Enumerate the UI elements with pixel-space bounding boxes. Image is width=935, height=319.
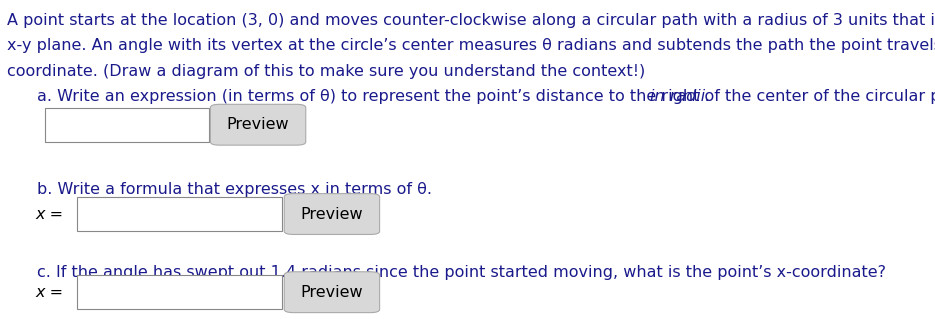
Text: in radii.: in radii. <box>650 89 711 104</box>
FancyBboxPatch shape <box>210 104 306 145</box>
Text: A point starts at the location (3, 0) and moves counter-clockwise along a circul: A point starts at the location (3, 0) an… <box>7 13 935 28</box>
Text: b. Write a formula that expresses x in terms of θ.: b. Write a formula that expresses x in t… <box>37 182 432 197</box>
FancyBboxPatch shape <box>77 275 282 309</box>
FancyBboxPatch shape <box>77 197 282 231</box>
FancyBboxPatch shape <box>284 272 380 313</box>
Text: Preview: Preview <box>301 285 363 300</box>
Text: x =: x = <box>36 206 64 222</box>
Text: Preview: Preview <box>301 206 363 222</box>
FancyBboxPatch shape <box>284 194 380 234</box>
Text: Preview: Preview <box>227 117 289 132</box>
Text: a. Write an expression (in terms of θ) to represent the point’s distance to the : a. Write an expression (in terms of θ) t… <box>37 89 935 104</box>
FancyBboxPatch shape <box>45 108 209 142</box>
Text: coordinate. (Draw a diagram of this to make sure you understand the context!): coordinate. (Draw a diagram of this to m… <box>7 64 646 79</box>
Text: c. If the angle has swept out 1.4 radians since the point started moving, what i: c. If the angle has swept out 1.4 radian… <box>37 265 886 280</box>
Text: x =: x = <box>36 285 64 300</box>
Text: x-y plane. An angle with its vertex at the circle’s center measures θ radians an: x-y plane. An angle with its vertex at t… <box>7 38 935 53</box>
